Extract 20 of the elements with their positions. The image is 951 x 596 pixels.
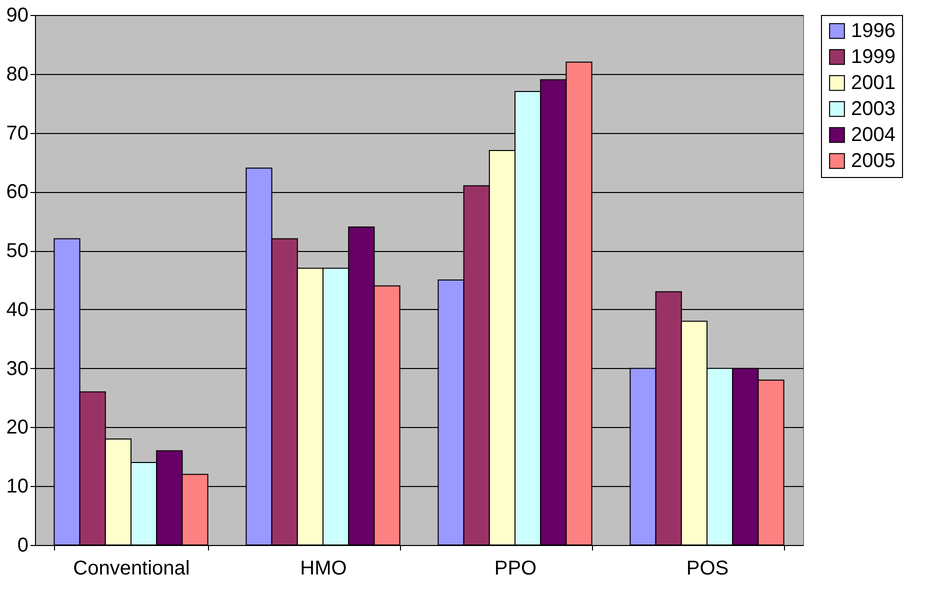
- legend-label: 1996: [851, 20, 896, 42]
- y-tick-label: 50: [6, 240, 28, 262]
- y-tick-label: 30: [6, 358, 28, 380]
- x-tick-label: PPO: [494, 558, 537, 580]
- y-tick-label: 60: [6, 181, 28, 204]
- y-tick-label: 40: [6, 298, 28, 321]
- y-tick-label: 0: [17, 534, 28, 556]
- y-tick-label: 70: [6, 122, 28, 144]
- x-tick-label: HMO: [300, 558, 347, 580]
- legend-label: 2005: [851, 150, 896, 172]
- y-tick-label: 20: [6, 416, 28, 439]
- legend-label: 2004: [851, 124, 896, 146]
- legend-label: 2001: [851, 72, 896, 94]
- legend-label: 2003: [851, 98, 896, 120]
- x-tick-label: POS: [686, 558, 729, 580]
- y-tick-label: 80: [6, 63, 28, 86]
- x-tick-label: Conventional: [73, 558, 190, 580]
- y-tick-label: 10: [6, 476, 28, 498]
- legend-label: 1999: [851, 46, 896, 68]
- y-tick-label: 90: [6, 4, 28, 26]
